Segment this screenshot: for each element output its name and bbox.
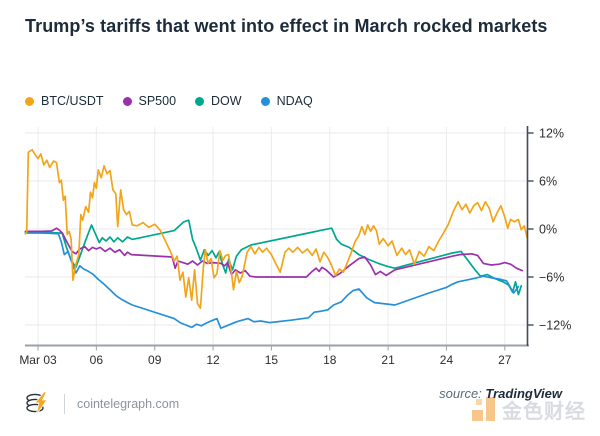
legend-label-ndaq: NDAQ (276, 94, 313, 108)
legend-label-dow: DOW (211, 94, 242, 108)
svg-text:24: 24 (440, 353, 454, 367)
svg-text:0%: 0% (539, 223, 557, 237)
svg-text:6%: 6% (539, 175, 557, 189)
svg-text:21: 21 (381, 353, 395, 367)
legend-item-dow: DOW (195, 94, 242, 108)
svg-text:−12%: −12% (539, 319, 571, 333)
legend-item-sp500: SP500 (122, 94, 177, 108)
cointelegraph-brand: cointelegraph.com (24, 390, 179, 418)
svg-text:15: 15 (265, 353, 279, 367)
chart-legend: BTC/USDT SP500 DOW NDAQ (25, 94, 313, 108)
legend-item-btcusdt: BTC/USDT (25, 94, 104, 108)
svg-text:09: 09 (148, 353, 162, 367)
watermark-text: 金色财经 (502, 401, 586, 423)
source-name: TradingView (485, 386, 562, 401)
attribution-area: source: TradingView 金色财经 (398, 380, 588, 432)
svg-text:12%: 12% (539, 127, 564, 141)
svg-text:Mar 03: Mar 03 (19, 353, 57, 367)
legend-label-sp500: SP500 (138, 94, 177, 108)
svg-text:12: 12 (206, 353, 220, 367)
jinse-finance-watermark: 金色财经 (472, 395, 586, 424)
source-label: source: (439, 386, 482, 401)
sp500-series-dot-icon (122, 96, 132, 106)
btcusdt-series-dot-icon (25, 96, 34, 106)
cointelegraph-coin-logo-icon (26, 391, 48, 416)
brand-divider (64, 394, 65, 414)
source-credit: source: TradingView (439, 386, 562, 401)
ndaq-series-dot-icon (260, 96, 270, 106)
svg-text:27: 27 (498, 353, 512, 367)
jinse-finance-logo-icon (472, 396, 498, 423)
dow-series-dot-icon (195, 96, 205, 106)
legend-label-btcusdt: BTC/USDT (41, 94, 104, 108)
chart-title: Trump’s tariffs that went into effect in… (25, 16, 548, 36)
brand-domain-text: cointelegraph.com (77, 397, 180, 411)
svg-text:06: 06 (90, 353, 104, 367)
legend-item-ndaq: NDAQ (260, 94, 313, 108)
svg-text:18: 18 (323, 353, 337, 367)
svg-text:−6%: −6% (539, 271, 564, 285)
